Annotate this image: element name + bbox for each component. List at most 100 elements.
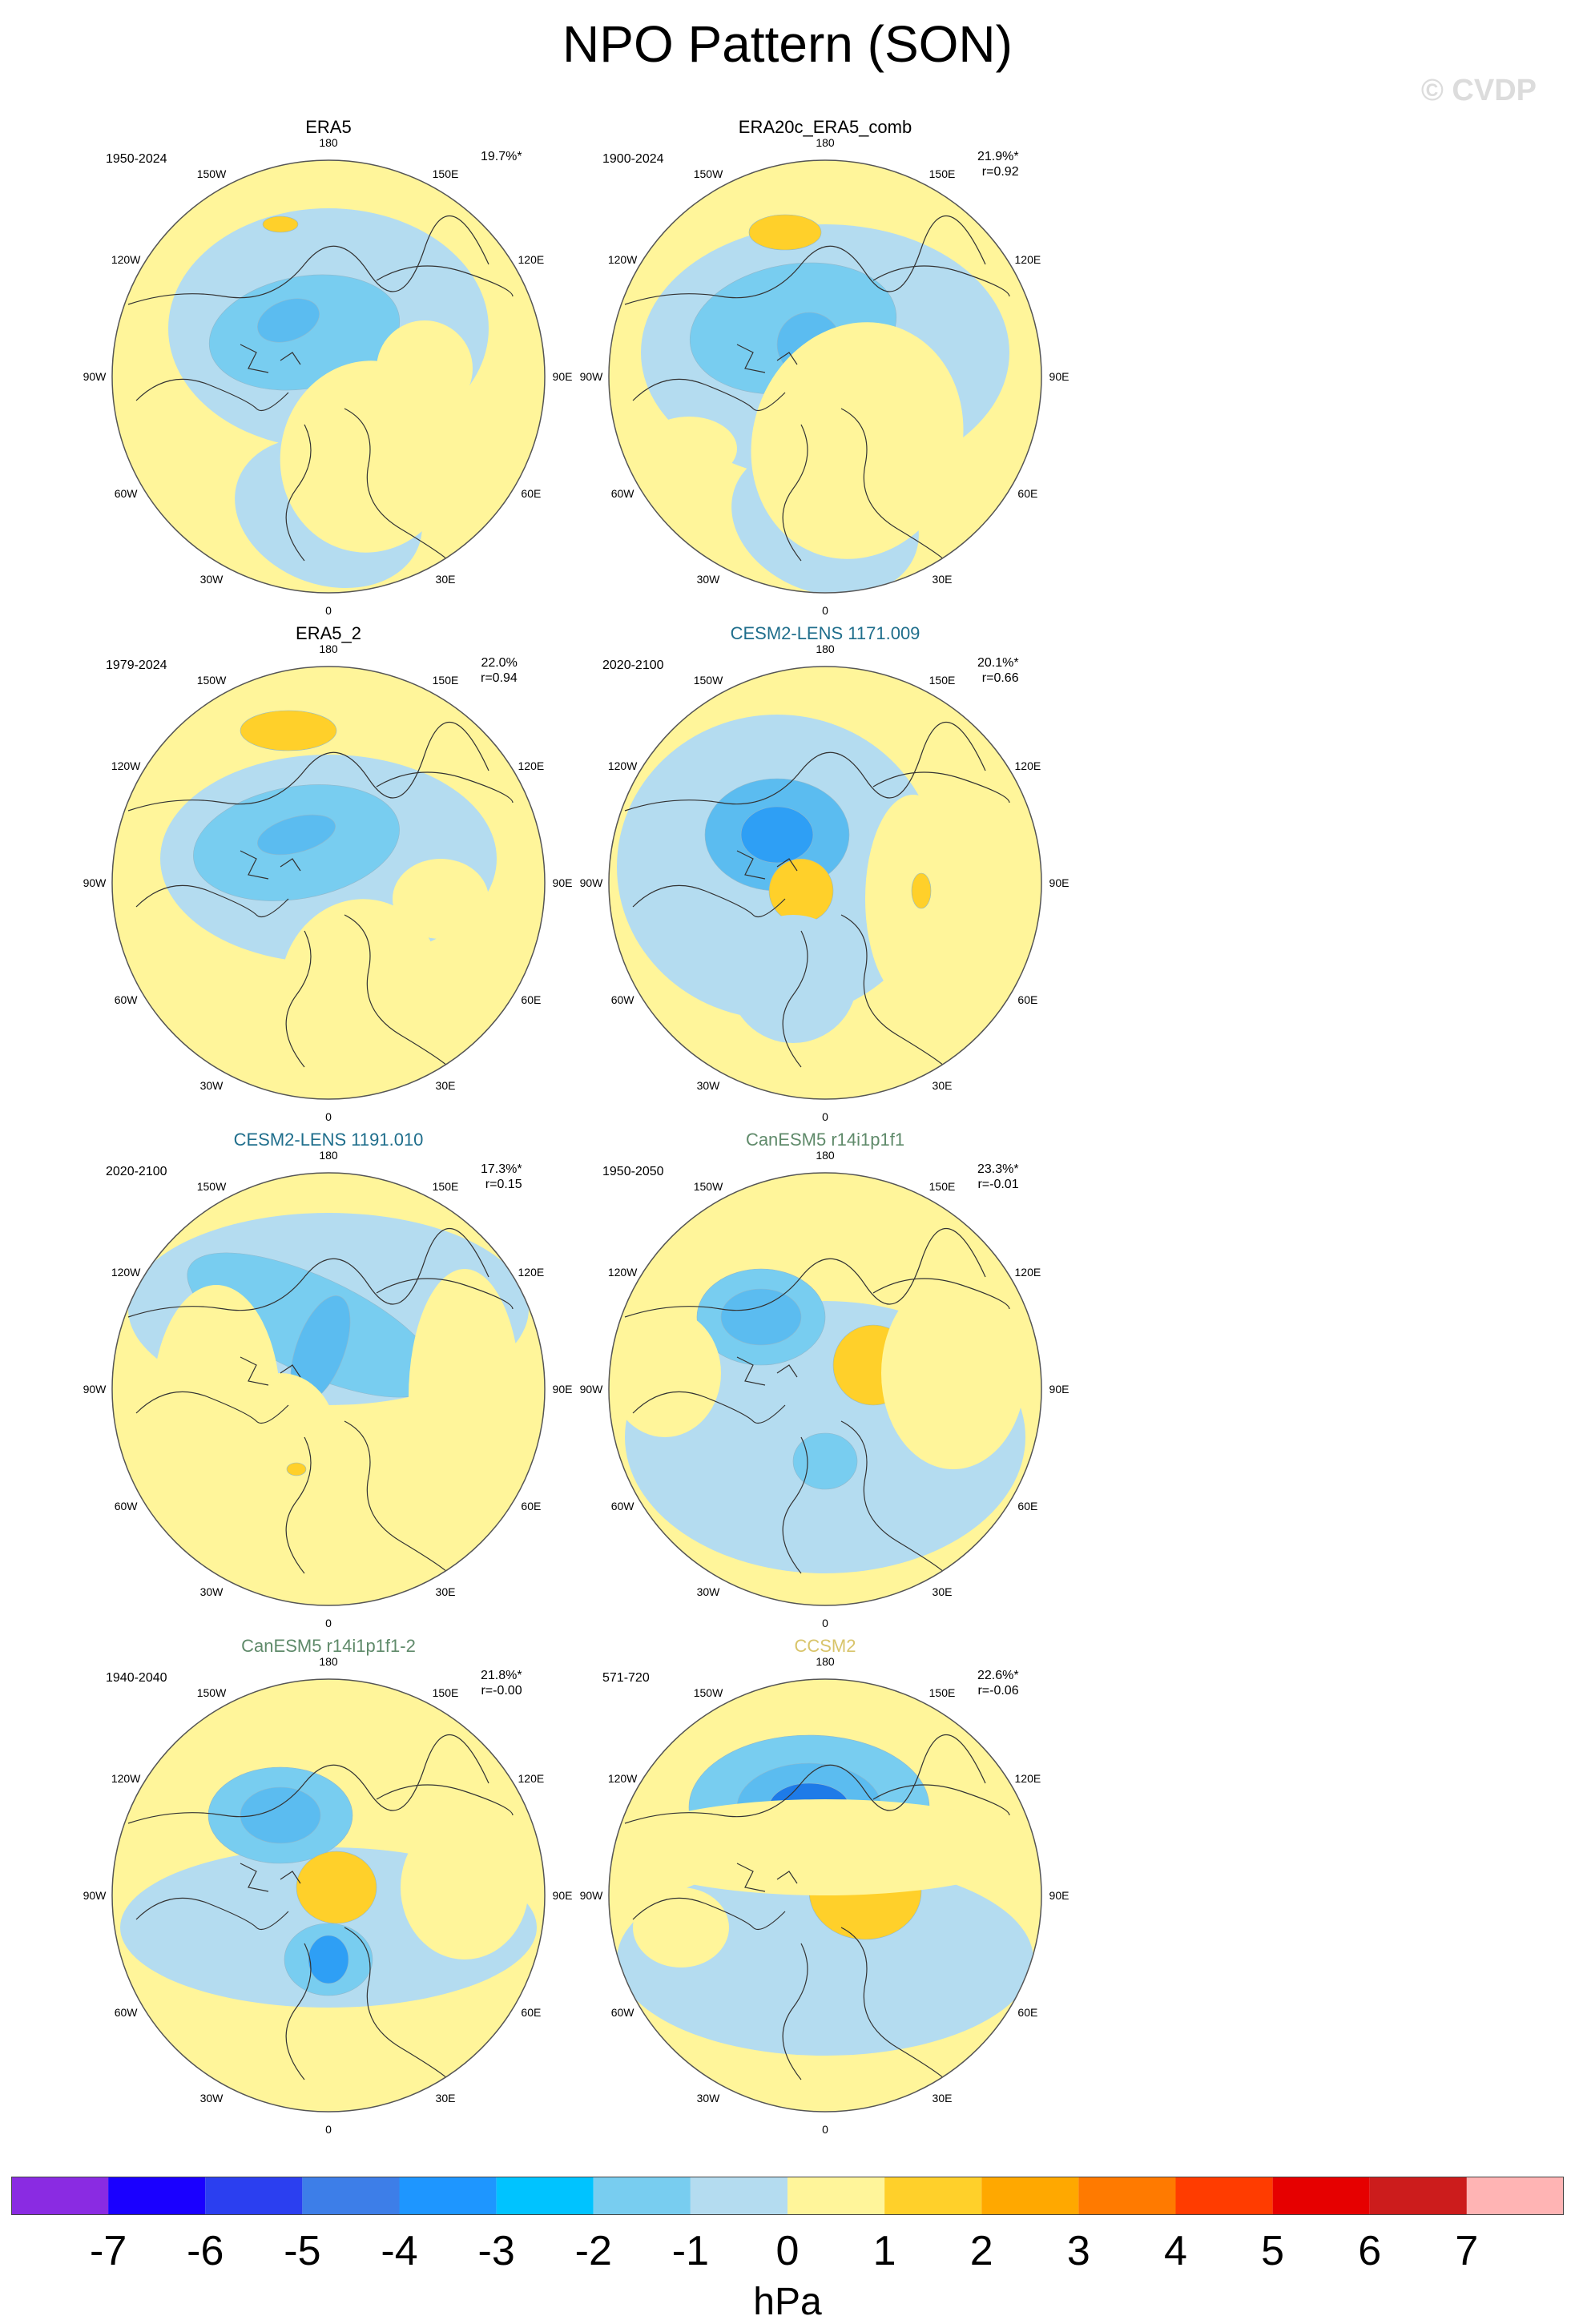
lon-label-w30: 30W [696,1585,720,1598]
map-panel: CanESM5 r14i1p1f1 1950-2050 23.3%* r=-0.01 1… [497,1130,1154,1645]
lon-label-top: 180 [319,1149,338,1162]
colorbar [11,2177,1564,2215]
lon-label-e90: 90E [1049,370,1069,383]
map-boundary [608,159,1042,594]
pattern-correlation: r=-0.00 [481,1684,522,1698]
lon-label-e120: 120E [518,759,545,772]
lon-label-e150: 150E [432,167,459,181]
lon-label-w30: 30W [696,572,720,586]
lon-label-w30: 30W [199,1078,224,1092]
contour-region [633,1887,729,1968]
polar-map [608,666,1042,1100]
lon-label-w150: 150W [196,167,227,181]
lon-label-w150: 150W [693,1686,723,1700]
polar-map [608,1678,1042,2113]
map-boundary [111,1678,546,2113]
lon-label-e120: 120E [1014,1266,1041,1279]
coastline [127,721,514,1068]
colorbar-bin [302,2177,400,2215]
colorbar-bin [1175,2177,1273,2215]
lon-label-e30: 30E [435,1585,456,1598]
lon-label-bottom: 0 [325,604,332,617]
map-boundary [111,1172,546,1606]
colorbar-tick-label: -5 [284,2228,321,2274]
period-label: 571-720 [602,1671,650,1685]
lon-label-w60: 60W [114,487,138,500]
lon-label-e60: 60E [521,487,542,500]
lon-label-w90: 90W [83,876,107,889]
contour-region [308,1935,349,1984]
lon-label-w30: 30W [199,1585,224,1598]
panel-title: ERA5_2 [296,623,361,643]
colorbar-bin [593,2177,691,2215]
pattern-correlation: r=0.94 [481,671,518,685]
contour-region [401,1815,529,1959]
lon-label-e150: 150E [928,167,956,181]
colorbar-bin [981,2177,1079,2215]
lon-label-w120: 120W [607,759,638,772]
lon-label-w90: 90W [83,1889,107,1902]
lon-label-e60: 60E [1017,993,1038,1006]
colorbar-tick-label: -4 [381,2228,418,2274]
colorbar-tick-label: -3 [477,2228,515,2274]
colorbar-tick-label: 0 [775,2228,800,2274]
coastline [624,1227,1010,1574]
lon-label-e30: 30E [932,1585,953,1598]
lon-label-top: 180 [319,642,338,655]
lon-label-w60: 60W [114,2006,138,2019]
lon-label-w90: 90W [579,1889,603,1902]
contour-region [792,1432,858,1490]
period-label: 2020-2100 [106,1165,167,1178]
colorbar-tick-label: 6 [1358,2228,1382,2274]
lon-label-bottom: 0 [822,604,828,617]
pattern-correlation: r=0.66 [981,671,1019,685]
lon-label-e90: 90E [552,370,573,383]
lon-label-bottom: 0 [822,1110,828,1123]
explained-variance: 22.0% [481,656,518,670]
contour-region [280,899,441,1075]
lon-label-e150: 150E [432,1686,459,1700]
contour-region [720,1288,802,1346]
lon-label-e30: 30E [932,2091,953,2104]
lon-label-w120: 120W [607,253,638,266]
contour-region [240,1786,321,1844]
lon-label-e120: 120E [1014,759,1041,772]
panel-title: CCSM2 [794,1636,856,1656]
explained-variance: 22.6%* [977,1669,1019,1682]
lon-label-bottom: 0 [822,2123,828,2136]
lon-label-top: 180 [816,1149,835,1162]
colorbar-tick-label: -1 [671,2228,709,2274]
map-panel: CanESM5 r14i1p1f1-2 1940-2040 21.8%* r=-0.0… [0,1636,657,2152]
lon-label-w60: 60W [610,487,634,500]
variance-label: 20.1%* r=0.66 [977,655,1019,686]
lon-label-w150: 150W [693,674,723,687]
watermark: © CVDP [1420,74,1537,107]
lon-label-e30: 30E [435,2091,456,2104]
contour-region [641,417,737,481]
contour-region [697,1181,953,1245]
contour-region [911,872,932,909]
contour-region [257,814,336,856]
colorbar-bin [690,2177,788,2215]
pattern-correlation: r=0.15 [485,1178,522,1191]
pattern-correlation: r=-0.01 [977,1178,1019,1191]
lon-label-bottom: 0 [325,1110,332,1123]
polar-map [608,159,1042,594]
colorbar-tick-label: 1 [872,2228,896,2274]
lon-label-e30: 30E [932,1078,953,1092]
lon-label-e90: 90E [1049,876,1069,889]
contour-region [751,322,964,559]
map-panel: ERA20c_ERA5_comb 1900-2024 21.9%* r=0.92 180… [497,117,1154,633]
lon-label-w150: 150W [693,167,723,181]
lon-label-w90: 90W [83,370,107,383]
pattern-correlation: r=-0.06 [977,1684,1019,1698]
lon-label-top: 180 [816,1655,835,1668]
coastline [127,215,514,562]
contour-region [286,1462,307,1476]
explained-variance: 21.8%* [481,1669,522,1682]
contour-region [609,1309,721,1437]
lon-label-e150: 150E [432,1180,459,1194]
lon-label-e60: 60E [521,1500,542,1512]
map-panel: CESM2-LENS 1171.009 2020-2100 20.1%* r=0.66… [497,623,1154,1139]
contour-region [881,1277,1025,1469]
